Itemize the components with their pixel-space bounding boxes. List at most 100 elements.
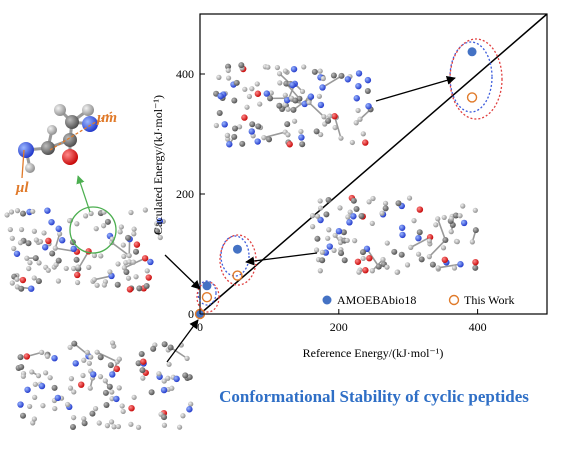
atom — [326, 243, 333, 250]
atom — [51, 354, 58, 362]
atom — [283, 96, 291, 104]
atom — [113, 395, 120, 403]
atom — [130, 259, 137, 265]
atom — [63, 133, 77, 147]
atom — [125, 275, 132, 281]
atom — [17, 354, 24, 361]
atom — [165, 375, 171, 381]
atom — [84, 349, 90, 355]
atom — [426, 238, 432, 244]
atom — [314, 247, 320, 253]
atom — [350, 213, 357, 220]
atom — [301, 100, 308, 108]
molecule-zoom-fragment — [18, 104, 98, 173]
atom — [18, 363, 25, 370]
atom — [71, 340, 78, 347]
atom — [147, 258, 154, 266]
atom — [145, 274, 152, 281]
atom — [27, 260, 33, 266]
atom — [355, 82, 362, 90]
atom — [184, 355, 190, 361]
atom — [254, 81, 260, 87]
atom — [182, 372, 189, 379]
atom — [51, 384, 58, 391]
atom — [36, 260, 42, 266]
atom — [248, 128, 255, 135]
atom — [382, 200, 389, 206]
atom — [167, 344, 174, 351]
atom — [91, 252, 98, 259]
atom — [319, 257, 326, 264]
atom — [143, 283, 150, 290]
atom — [133, 241, 141, 248]
y-tick-label: 0 — [188, 307, 194, 321]
atom — [65, 115, 79, 129]
atom — [364, 87, 371, 94]
atom — [116, 385, 122, 391]
atom — [91, 277, 97, 283]
atom — [86, 360, 92, 366]
atom — [70, 423, 77, 430]
atom — [325, 197, 332, 204]
atom — [314, 235, 321, 242]
atom — [140, 375, 146, 381]
atom — [136, 285, 143, 292]
atom — [115, 261, 121, 267]
atom — [37, 239, 44, 245]
atom — [331, 247, 337, 253]
legend-label-amoeba: AMOEBAbio18 — [337, 293, 416, 307]
atom — [63, 265, 69, 272]
atom — [186, 406, 193, 413]
x-tick-label: 400 — [469, 320, 487, 334]
atom — [353, 205, 360, 212]
atom — [186, 374, 193, 381]
data-point — [232, 270, 243, 281]
atom — [115, 423, 122, 430]
atom — [350, 197, 357, 204]
atom — [48, 218, 55, 226]
arrow-to-fragment — [76, 175, 91, 213]
atom — [24, 255, 30, 261]
atom — [14, 276, 20, 282]
atom — [317, 101, 325, 109]
atom — [30, 208, 36, 215]
atom — [166, 361, 172, 367]
atom — [43, 370, 49, 376]
atom — [29, 369, 35, 375]
atom — [140, 358, 147, 365]
atom — [239, 140, 246, 147]
atom — [316, 93, 322, 99]
atom — [54, 104, 66, 116]
atom — [358, 212, 365, 219]
atom — [266, 136, 273, 143]
atom — [460, 219, 468, 227]
atom — [356, 269, 362, 275]
atom — [327, 113, 333, 119]
atom — [284, 121, 291, 128]
plot-frame — [199, 13, 548, 315]
atom — [299, 88, 306, 95]
atom — [119, 403, 125, 409]
atom — [231, 133, 238, 140]
atom — [265, 64, 271, 70]
atom — [457, 213, 463, 219]
atom — [411, 218, 417, 224]
atom — [81, 357, 87, 363]
data-point — [202, 281, 212, 291]
atom — [395, 200, 402, 207]
atom — [335, 227, 343, 235]
atom — [440, 245, 447, 251]
atom — [472, 207, 478, 213]
atom — [126, 253, 132, 259]
atom — [433, 222, 439, 228]
atom — [216, 74, 222, 80]
dipole-m-line — [49, 111, 113, 151]
atom — [28, 285, 35, 292]
atom — [290, 65, 298, 73]
atom — [416, 206, 424, 213]
atom — [357, 116, 363, 122]
atom — [13, 250, 21, 257]
atom — [104, 423, 110, 429]
atom — [362, 267, 369, 274]
data-points — [194, 47, 478, 320]
